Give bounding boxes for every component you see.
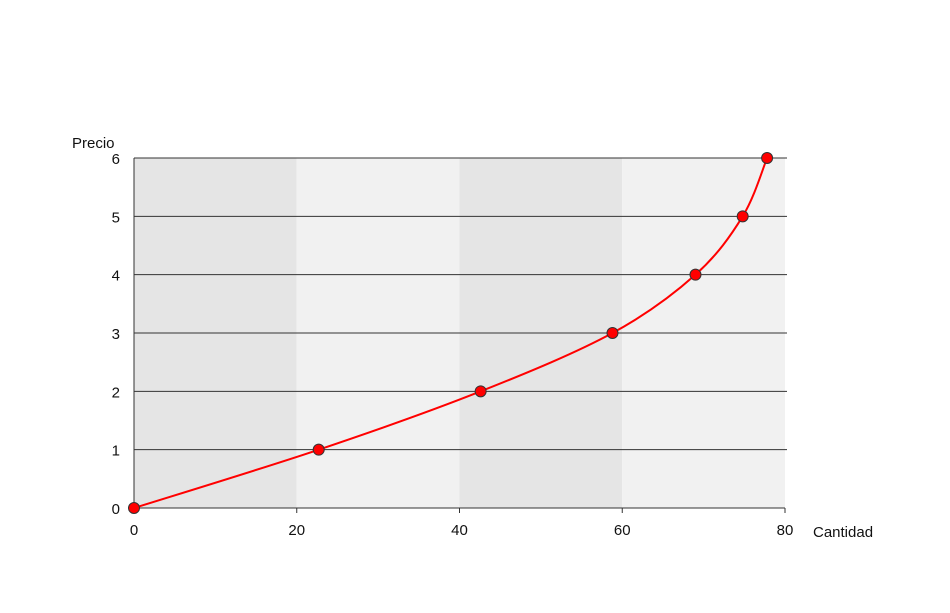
data-point [689,268,702,281]
y-tick-label: 4 [112,268,120,285]
series-layer [128,152,774,514]
axes [133,158,786,513]
x-tick-label: 20 [288,522,305,539]
y-tick-label: 6 [112,151,120,168]
x-axis-title: Cantidad [813,524,873,541]
y-tick-label: 3 [112,326,120,343]
axis-titles: Precio Cantidad [72,135,873,541]
data-point [736,210,749,223]
data-point [312,443,325,456]
y-axis-title: Precio [72,135,115,152]
series-line [133,157,769,509]
y-tick-label: 5 [112,209,120,226]
y-tick-label: 0 [112,501,120,518]
data-point [761,152,774,164]
gridlines [134,157,787,451]
y-tick-label: 2 [112,384,120,401]
x-tick-label: 40 [451,522,468,539]
x-tick-label: 0 [130,522,138,539]
data-point [128,502,140,514]
x-tick-label: 80 [777,522,794,539]
x-tick-label: 60 [614,522,631,539]
data-point [606,327,619,339]
data-point [474,385,487,398]
tick-labels: 0 20 40 60 80 0 1 2 3 4 5 6 [112,151,794,539]
y-tick-label: 1 [112,443,120,460]
